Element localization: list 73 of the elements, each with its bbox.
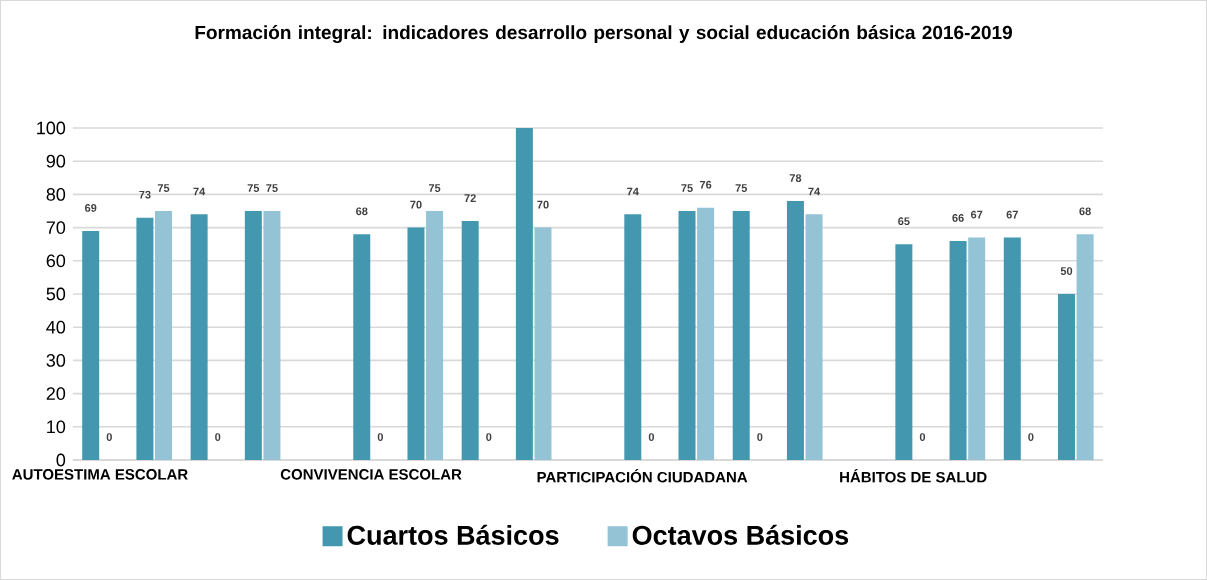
bar: [624, 214, 642, 460]
data-label: 74: [808, 187, 821, 196]
data-label: 75: [247, 184, 260, 192]
bar: [155, 211, 173, 460]
bar: [697, 207, 715, 460]
data-label: 78: [789, 174, 802, 182]
bar: [678, 211, 696, 460]
y-tick-label: 60: [46, 254, 66, 268]
y-tick-label: 80: [46, 188, 66, 201]
legend-label: Octavos Básicos: [632, 524, 849, 545]
y-tick-label: 50: [46, 287, 66, 301]
data-label: 0: [648, 433, 655, 441]
chart-title: Formación integral: indicadores desarrollo personal y social educación básica 2016-2019: [195, 25, 1012, 44]
data-label: 74: [193, 187, 206, 196]
data-label: 0: [106, 433, 112, 441]
bar: [190, 214, 208, 460]
y-tick-label: 10: [47, 420, 66, 434]
data-label: 76: [699, 180, 712, 189]
data-label: 73: [139, 190, 151, 199]
data-label: 0: [1028, 433, 1034, 441]
bar: [534, 227, 552, 460]
bar: [82, 230, 100, 460]
y-tick-label: 40: [46, 320, 66, 334]
bar: [949, 240, 967, 460]
data-label: 75: [428, 184, 441, 192]
data-label: 75: [157, 184, 170, 192]
x-tick-label: PARTICIPACIÓN CIUDADANA: [537, 469, 748, 483]
bar: [1076, 234, 1094, 460]
data-label: 75: [681, 184, 693, 192]
bar: [805, 214, 823, 460]
data-label: 70: [537, 200, 549, 209]
bar: [732, 211, 750, 460]
bar: [407, 227, 425, 460]
data-label: 69: [84, 204, 97, 212]
x-tick-label: CONVIVENCIA ESCOLAR: [280, 469, 462, 480]
bar: [786, 201, 804, 460]
y-tick-label: 100: [37, 121, 66, 135]
data-label: 0: [215, 433, 221, 441]
x-tick-label: HÁBITOS DE SALUD: [840, 469, 987, 483]
data-label: 72: [464, 194, 476, 202]
data-label: 0: [757, 433, 763, 441]
data-label: 50: [1060, 267, 1073, 275]
data-label: 0: [486, 433, 492, 441]
bar: [515, 128, 533, 460]
y-tick-label: 90: [46, 154, 66, 168]
data-label: 65: [898, 217, 910, 226]
bar: [1003, 237, 1021, 460]
data-label: 67: [1006, 210, 1018, 219]
bar: [263, 211, 281, 460]
bar: [426, 211, 444, 460]
bar: [461, 220, 479, 460]
data-label: 67: [970, 210, 983, 219]
y-tick-label: 70: [46, 221, 66, 234]
y-tick-label: 30: [46, 354, 66, 367]
y-tick-label: 20: [46, 387, 66, 400]
bar: [244, 211, 262, 460]
bar: [968, 237, 986, 460]
x-tick-label: AUTOESTIMA ESCOLAR: [12, 469, 188, 480]
data-label: 66: [952, 214, 964, 222]
data-label: 0: [377, 433, 383, 441]
data-label: 75: [735, 184, 748, 192]
bar: [895, 244, 913, 460]
legend-label: Cuartos Básicos: [347, 524, 559, 545]
data-label: 70: [410, 200, 422, 209]
y-tick-label: 0: [56, 453, 66, 467]
data-label: 68: [356, 207, 368, 216]
bar: [353, 234, 371, 460]
data-label: 68: [1079, 207, 1091, 216]
data-label: 74: [627, 187, 639, 196]
data-label: 0: [919, 433, 926, 441]
bar: [1057, 294, 1075, 460]
data-label: 75: [266, 184, 278, 192]
bar: [136, 217, 154, 460]
